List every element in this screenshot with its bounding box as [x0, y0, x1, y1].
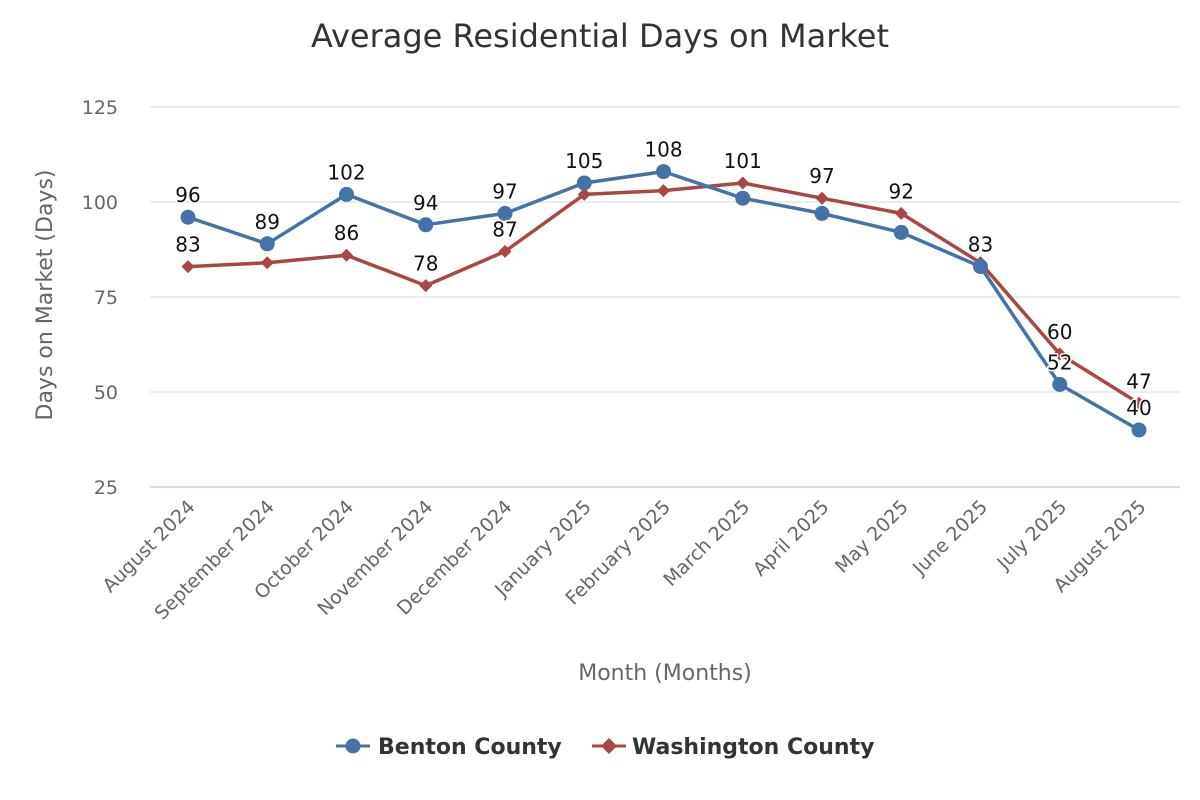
data-point[interactable]: [497, 205, 513, 221]
data-point[interactable]: [576, 175, 592, 191]
data-label: 86: [334, 221, 359, 245]
data-point[interactable]: [894, 206, 908, 220]
data-label: 101: [724, 149, 762, 173]
legend-washington-marker: [601, 738, 617, 754]
legend-item-washington[interactable]: Washington County: [592, 735, 874, 760]
data-label: 89: [255, 210, 280, 234]
y-tick-label: 50: [94, 382, 118, 404]
data-label: 108: [644, 138, 682, 162]
data-label: 96: [175, 183, 200, 207]
x-tick-label: July 2025: [992, 496, 1071, 575]
data-label: 87: [492, 217, 517, 241]
data-label: 97: [492, 179, 517, 203]
data-point[interactable]: [1053, 347, 1067, 361]
gridlines: [150, 106, 1180, 488]
y-tick-label: 75: [94, 287, 118, 309]
data-point[interactable]: [180, 209, 196, 225]
data-label: 83: [968, 233, 993, 257]
data-labels: 96 89 102 94 97 105 108 83 52 40 83 86 78 87 101 97 92 60…: [174, 136, 1153, 421]
data-label: 52: [1047, 350, 1072, 374]
y-axis-title: Days on Market (Days): [33, 170, 58, 421]
data-point[interactable]: [340, 248, 353, 262]
data-point[interactable]: [1132, 396, 1146, 410]
series-line-0: [187, 169, 1140, 432]
y-tick-label: 100: [82, 192, 118, 214]
x-tick-label: April 2025: [749, 496, 834, 581]
data-point[interactable]: [418, 217, 434, 233]
y-axis-ticks: 25 50 75 100 125: [82, 97, 118, 499]
data-point[interactable]: [815, 191, 829, 205]
data-point[interactable]: [577, 187, 591, 201]
data-label: 83: [175, 233, 200, 257]
data-label: 97: [809, 164, 834, 188]
data-label: 102: [327, 160, 365, 184]
data-point[interactable]: [498, 244, 512, 258]
data-point[interactable]: [260, 256, 274, 270]
x-tick-label: May 2025: [831, 496, 913, 578]
data-point[interactable]: [339, 186, 354, 202]
data-point[interactable]: [657, 184, 670, 198]
data-point[interactable]: [973, 259, 988, 275]
data-point[interactable]: [419, 279, 433, 293]
legend-benton-marker: [345, 738, 361, 754]
y-tick-label: 125: [82, 97, 118, 119]
x-axis-title: Month (Months): [578, 661, 752, 686]
data-label: 60: [1047, 320, 1072, 344]
data-point[interactable]: [656, 164, 671, 180]
x-tick-label: June 2025: [908, 496, 992, 580]
data-point[interactable]: [181, 260, 195, 274]
data-label: 40: [1126, 396, 1151, 420]
legend: Benton County Washington County: [336, 735, 874, 760]
data-point[interactable]: [893, 224, 909, 240]
data-label: 94: [413, 191, 438, 215]
data-point[interactable]: [814, 205, 830, 221]
series-layer: [180, 164, 1147, 438]
data-point[interactable]: [1131, 422, 1147, 438]
data-point[interactable]: [1052, 376, 1068, 392]
data-label: 105: [565, 149, 603, 173]
data-label: 78: [413, 252, 438, 276]
chart-title: Average Residential Days on Market: [311, 17, 889, 55]
legend-benton-label: Benton County: [378, 735, 562, 760]
data-label: 92: [889, 179, 914, 203]
data-label: 47: [1126, 369, 1151, 393]
y-tick-label: 25: [94, 477, 118, 499]
legend-washington-label: Washington County: [632, 735, 874, 760]
data-point[interactable]: [259, 236, 275, 252]
legend-item-benton[interactable]: Benton County: [336, 735, 562, 760]
data-point[interactable]: [735, 190, 751, 206]
data-point[interactable]: [736, 176, 750, 190]
